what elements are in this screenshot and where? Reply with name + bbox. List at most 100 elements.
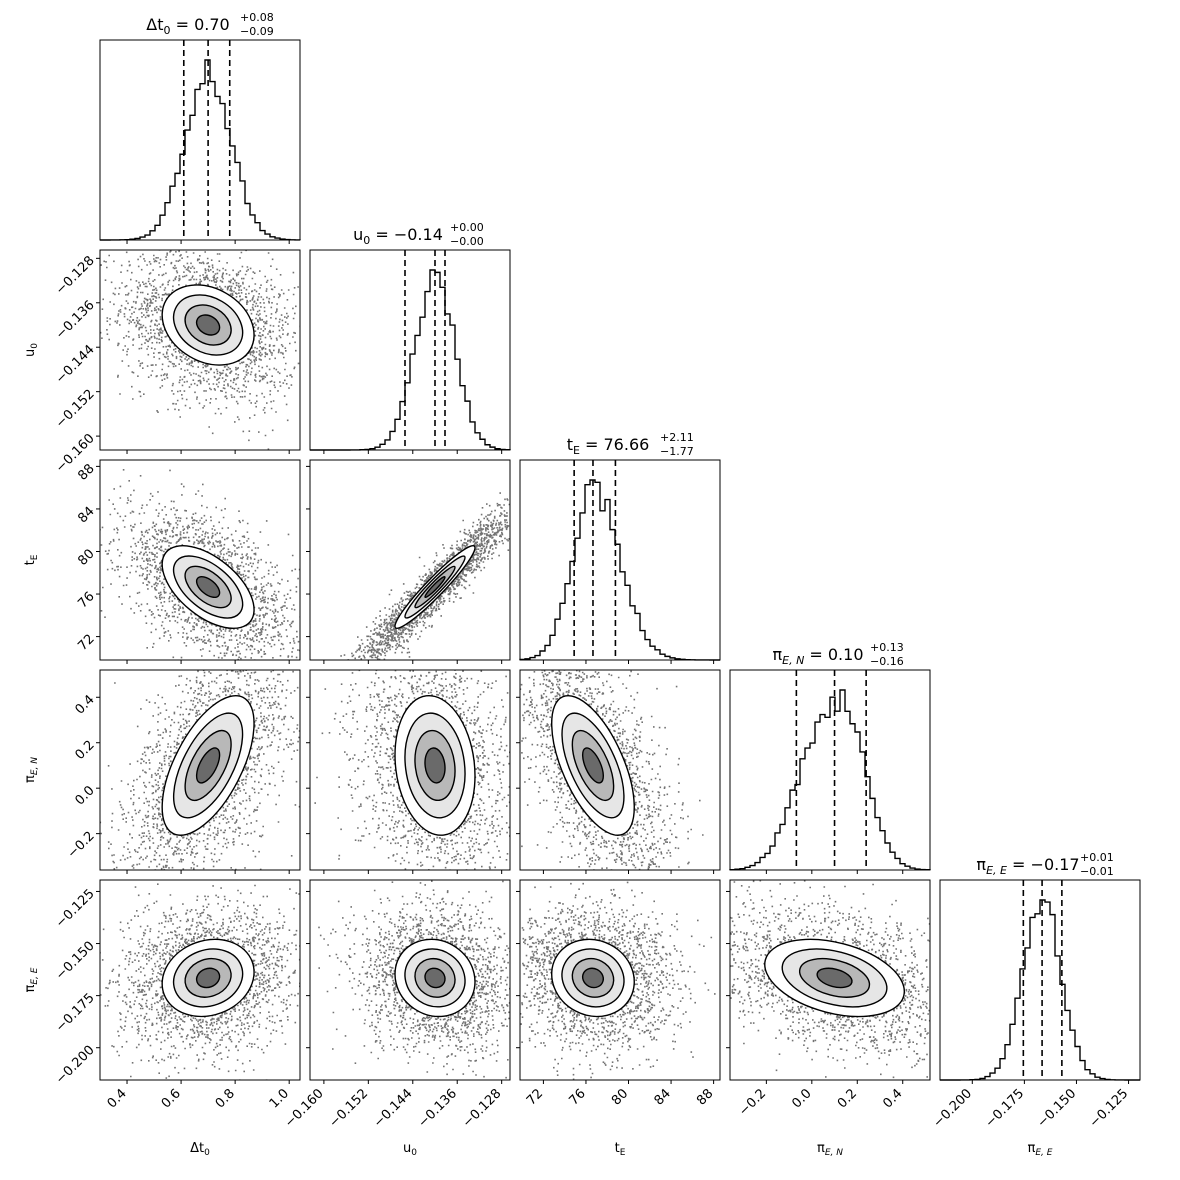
y-tick-label: 0.0 — [72, 783, 97, 808]
histogram-title: Δt0 = 0.70 — [146, 15, 229, 37]
title-plus-error: +0.00 — [450, 221, 484, 234]
histogram-step — [940, 899, 1140, 1081]
contour-level-4 — [424, 967, 446, 989]
contour-level-4 — [816, 967, 853, 989]
y-axis-label-piEN: πE, N — [23, 757, 40, 783]
x-tick-label: 84 — [652, 1086, 674, 1108]
panel-piEN-vs-dt0 — [99, 669, 301, 871]
panel-piEE-vs-piEN — [729, 879, 931, 1081]
x-axis-label-piEN: πE, N — [817, 1141, 843, 1158]
x-tick-label: 0.2 — [835, 1086, 860, 1111]
panel-frame — [939, 879, 1141, 1081]
x-axis-label-tE: tE — [615, 1141, 626, 1158]
y-tick-label: 72 — [75, 632, 97, 654]
panel-frame — [309, 249, 511, 451]
panel-tE-vs-dt0 — [99, 459, 301, 661]
title-minus-error: −0.00 — [450, 235, 484, 248]
x-tick-label: 0.4 — [880, 1086, 905, 1111]
x-tick-label: −0.200 — [930, 1086, 975, 1131]
histogram-step — [310, 269, 511, 451]
panel-tE-vs-u0 — [309, 459, 511, 661]
scatter-points — [100, 250, 300, 450]
x-tick-label: 88 — [694, 1086, 716, 1108]
x-tick-label: −0.152 — [327, 1086, 372, 1131]
x-tick-label: −0.128 — [460, 1086, 505, 1131]
y-tick-label: −0.2 — [65, 829, 98, 862]
histogram-step — [729, 689, 931, 871]
x-tick-label: −0.136 — [415, 1086, 460, 1131]
panel-frame — [99, 879, 301, 1081]
x-tick-label: −0.125 — [1087, 1086, 1132, 1131]
x-tick-label: −0.2 — [736, 1086, 769, 1119]
y-tick-label: −0.136 — [53, 298, 98, 343]
histogram-piEE: πE, E = −0.17 +0.01−0.01 — [939, 851, 1141, 1081]
y-axis-label-u0: u0 — [23, 343, 40, 357]
y-tick-label: −0.144 — [53, 342, 98, 387]
x-tick-label: 1.0 — [267, 1086, 292, 1111]
panel-piEE-vs-u0 — [309, 879, 511, 1081]
title-minus-error: −0.16 — [870, 655, 904, 668]
panel-frame — [519, 879, 721, 1081]
y-tick-label: −0.125 — [53, 887, 98, 932]
panel-frame — [309, 879, 511, 1081]
title-plus-error: +2.11 — [660, 431, 694, 444]
y-tick-label: −0.175 — [53, 991, 98, 1036]
y-axis-label-piEE: πE, E — [23, 967, 40, 992]
y-tick-label: −0.200 — [53, 1043, 98, 1088]
panel-frame — [729, 669, 931, 871]
panel-frame — [309, 669, 511, 871]
x-tick-label: 0.6 — [159, 1086, 184, 1111]
contour-level-4 — [195, 967, 221, 989]
panel-frame — [99, 459, 301, 661]
contour-level-4 — [581, 747, 605, 784]
y-tick-label: 0.4 — [72, 692, 97, 717]
panel-piEN-vs-tE — [519, 669, 721, 871]
panel-frame — [99, 669, 301, 871]
y-tick-label: 0.2 — [72, 738, 97, 763]
x-tick-label: −0.144 — [371, 1086, 416, 1131]
y-tick-label: −0.128 — [53, 253, 98, 298]
y-tick-label: 84 — [75, 504, 97, 526]
title-plus-error: +0.08 — [240, 11, 274, 24]
panel-frame — [99, 249, 301, 451]
x-tick-label: 0.8 — [213, 1086, 238, 1111]
histogram-tE: tE = 76.66 +2.11−1.77 — [519, 431, 721, 661]
y-tick-label: 88 — [75, 461, 97, 483]
scatter-points — [340, 492, 510, 660]
panel-frame — [519, 459, 721, 661]
panel-piEN-vs-u0 — [309, 669, 511, 871]
x-tick-label: 0.0 — [789, 1086, 814, 1111]
histogram-u0: u0 = −0.14 +0.00−0.00 — [309, 221, 511, 451]
contour-level-4 — [581, 967, 604, 989]
histogram-title: tE = 76.66 — [567, 435, 650, 457]
histogram-title: πE, N = 0.10 — [772, 645, 863, 667]
x-tick-label: 0.4 — [105, 1086, 130, 1111]
y-tick-label: −0.152 — [53, 387, 98, 432]
contour-level-4 — [424, 747, 446, 784]
contour-level-4 — [424, 576, 446, 599]
x-axis-label-piEE: πE, E — [1028, 1141, 1053, 1158]
x-axis-label-u0: u0 — [403, 1141, 417, 1158]
title-minus-error: −0.01 — [1080, 865, 1114, 878]
contour-level-4 — [195, 576, 221, 599]
panel-frame — [729, 879, 931, 1081]
x-tick-label: −0.175 — [983, 1086, 1028, 1131]
panel-u0-vs-dt0 — [99, 249, 301, 451]
y-axis-label-tE: tE — [23, 554, 40, 565]
x-axis-label-dt0: Δt0 — [190, 1141, 210, 1158]
histogram-piEN: πE, N = 0.10 +0.13−0.16 — [729, 641, 931, 871]
histogram-step — [100, 59, 301, 241]
y-tick-label: 80 — [75, 547, 97, 569]
panel-piEE-vs-tE — [519, 879, 721, 1081]
x-tick-label: −0.160 — [282, 1086, 327, 1131]
contour-level-4 — [195, 314, 221, 336]
x-tick-label: 72 — [524, 1086, 546, 1108]
x-tick-label: 76 — [566, 1086, 588, 1108]
x-tick-label: 80 — [609, 1086, 631, 1108]
y-tick-label: 76 — [75, 589, 97, 611]
panel-frame — [519, 669, 721, 871]
panel-frame — [99, 39, 301, 241]
histogram-step — [519, 479, 720, 661]
title-minus-error: −1.77 — [660, 445, 694, 458]
